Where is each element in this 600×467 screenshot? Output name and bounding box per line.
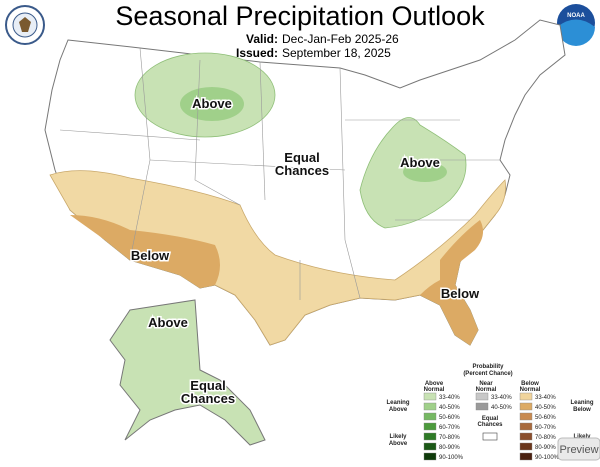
legend-bin: 50-60% (439, 415, 460, 421)
legend-side: Likely (389, 434, 407, 440)
legend-bin: 70-80% (535, 435, 556, 441)
valid-label: Valid: (246, 32, 278, 46)
title: Seasonal Precipitation Outlook (115, 1, 485, 31)
issued-label: Issued: (236, 46, 278, 60)
legend-swatch (519, 402, 533, 411)
legend-heading: Normal (476, 387, 497, 393)
legend-bin: 90-100% (439, 455, 464, 461)
map-label: Above (148, 315, 188, 330)
legend-bin: 90-100% (535, 455, 560, 461)
legend-title: (Percent Chance) (463, 371, 512, 377)
legend-swatch (423, 432, 437, 441)
legend-heading: Normal (424, 387, 445, 393)
legend-bin: 80-90% (535, 445, 556, 451)
legend-equal: Chances (477, 422, 503, 428)
legend-bin: 40-50% (491, 405, 512, 411)
map-label: Above (192, 96, 232, 111)
legend-bin: 80-90% (439, 445, 460, 451)
legend-swatch (482, 432, 498, 441)
map-label: Below (441, 286, 480, 301)
legend-heading: Near (479, 381, 493, 387)
valid-period: Dec-Jan-Feb 2025-26 (282, 32, 399, 46)
legend-bin: 40-50% (535, 405, 556, 411)
legend-swatch (423, 422, 437, 431)
legend-swatch (519, 452, 533, 461)
legend-swatch (423, 442, 437, 451)
preview-button[interactable]: Preview (557, 437, 600, 461)
legend-swatch (519, 412, 533, 421)
legend-side: Likely (573, 434, 591, 440)
issued-date: September 18, 2025 (282, 46, 391, 60)
preview-label[interactable]: Preview (559, 444, 598, 456)
noaa-logo: NOAA (557, 4, 595, 46)
map-label: Below (131, 248, 170, 263)
legend-side: Above (389, 441, 408, 447)
legend-side: Above (389, 407, 408, 413)
legend-bin: 40-50% (439, 405, 460, 411)
legend-bin: 60-70% (535, 425, 556, 431)
legend-heading: Below (521, 381, 539, 387)
alaska-map (109, 299, 266, 446)
map-label: Equal (190, 378, 225, 393)
legend-bin: 33-40% (439, 395, 460, 401)
legend-side: Below (573, 407, 591, 413)
legend-side: Leaning (386, 400, 409, 406)
legend-bin: 33-40% (491, 395, 512, 401)
noaa-text: NOAA (567, 13, 585, 19)
legend-swatch (519, 442, 533, 451)
legend-swatch (519, 392, 533, 401)
legend-bin: 33-40% (535, 395, 556, 401)
legend-swatch (519, 432, 533, 441)
map-label: Above (400, 155, 440, 170)
legend-side: Leaning (570, 400, 593, 406)
legend-heading: Above (425, 381, 444, 387)
legend-swatch (423, 392, 437, 401)
map-label: Chances (181, 391, 235, 406)
legend-bin: 50-60% (535, 415, 556, 421)
legend-bin: 60-70% (439, 425, 460, 431)
legend-swatch (423, 412, 437, 421)
legend-title: Probability (472, 364, 504, 370)
legend-equal: Equal (482, 416, 499, 422)
doc-logo (5, 5, 45, 45)
map-label: Chances (275, 163, 329, 178)
map-label: Equal (284, 150, 319, 165)
legend-swatch (475, 402, 489, 411)
legend-swatch (423, 452, 437, 461)
conus-map (44, 19, 566, 346)
legend-swatch (519, 422, 533, 431)
legend-swatch (475, 392, 489, 401)
legend-heading: Normal (520, 387, 541, 393)
legend-swatch (423, 402, 437, 411)
legend-bin: 70-80% (439, 435, 460, 441)
